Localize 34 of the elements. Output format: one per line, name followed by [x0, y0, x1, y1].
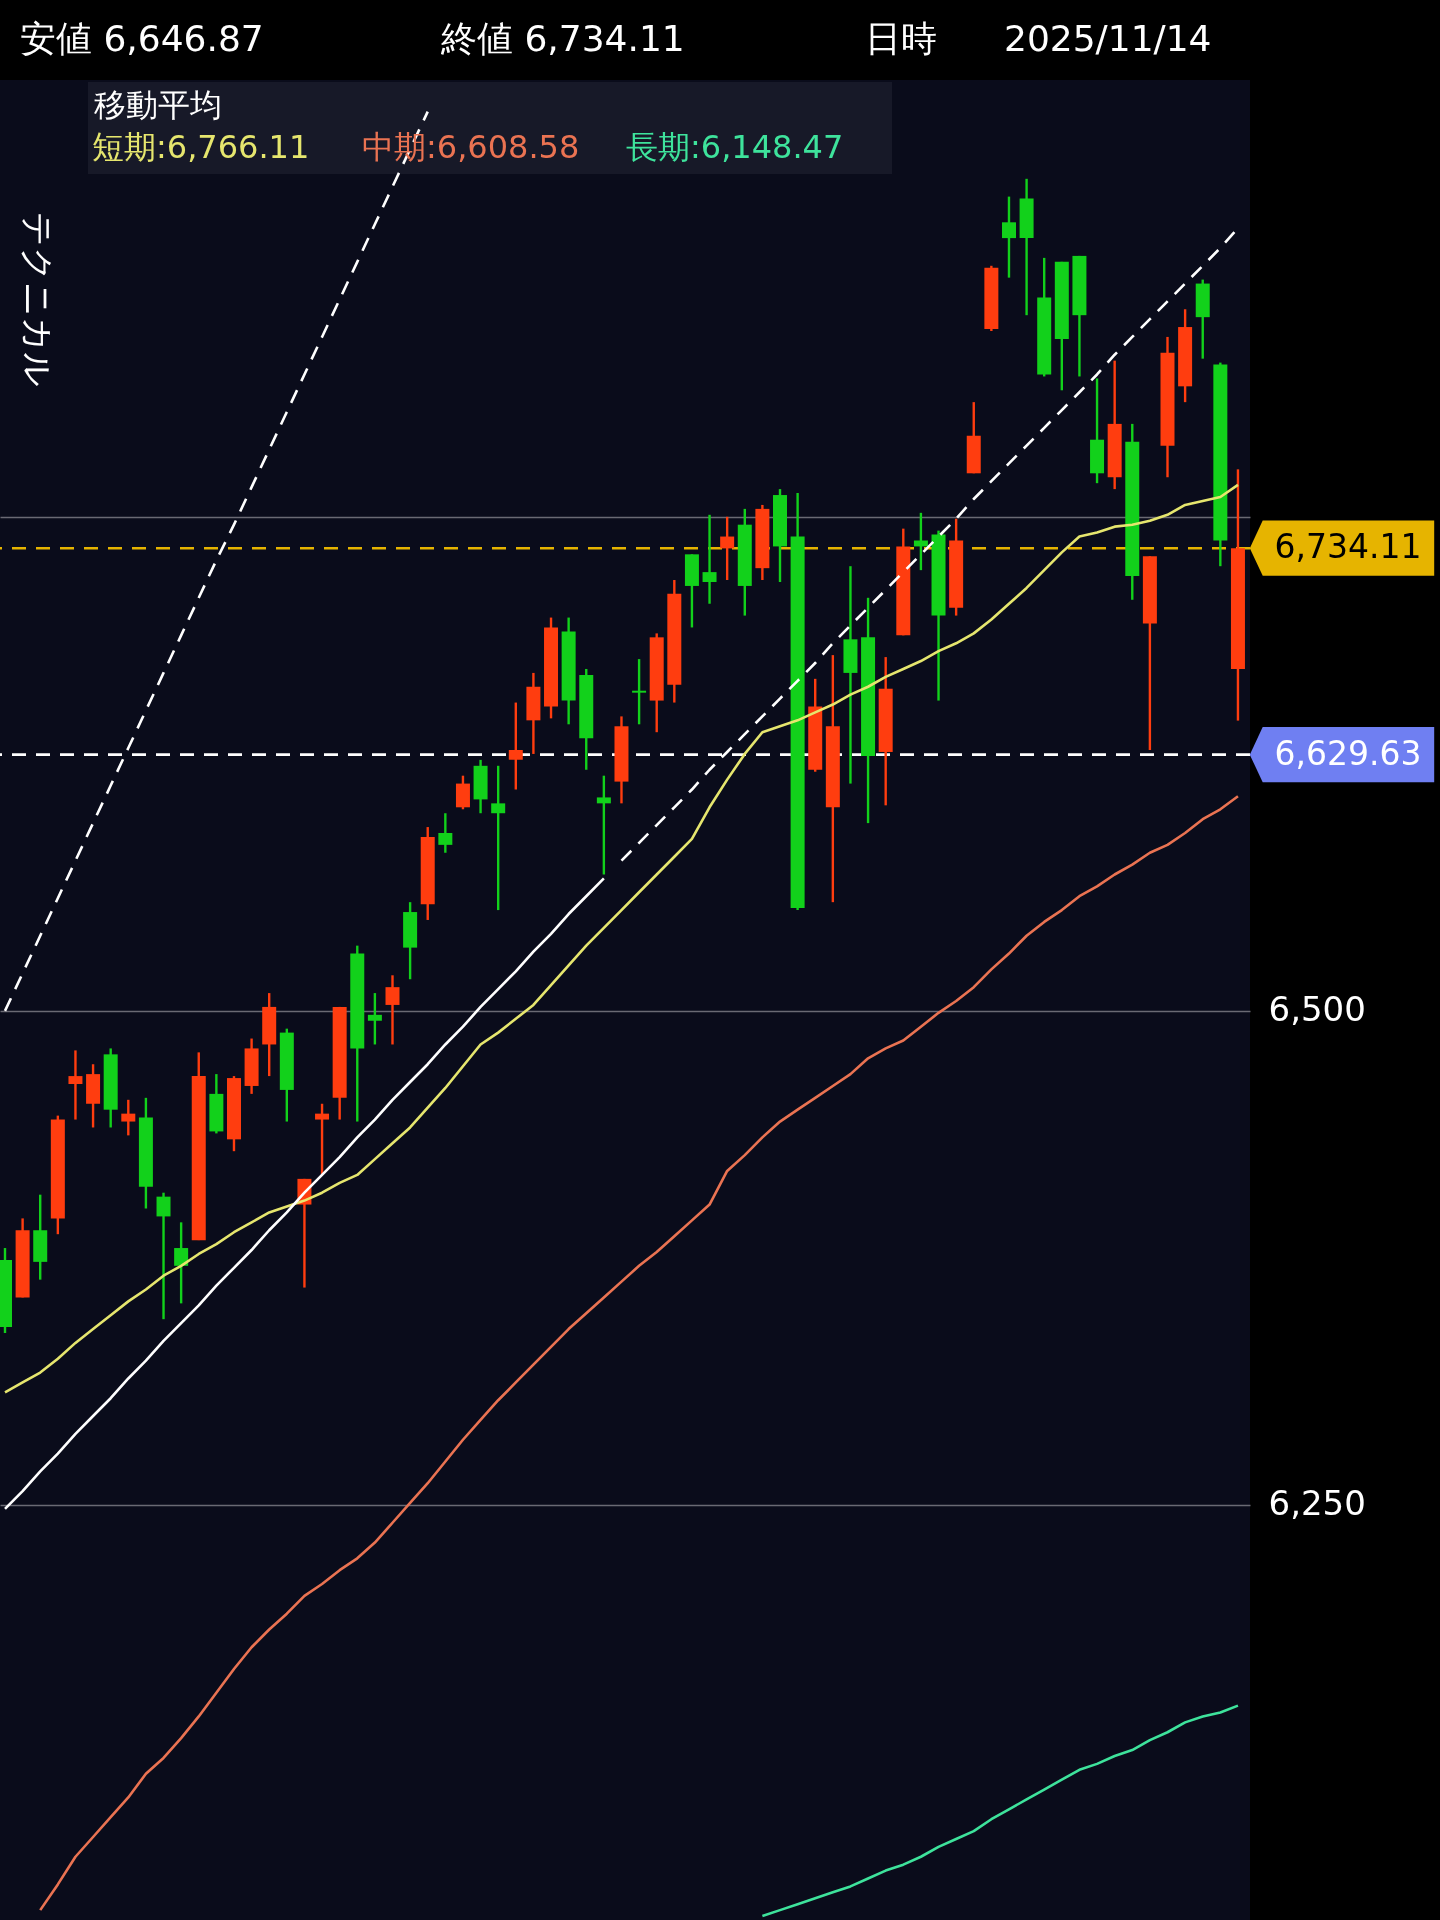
text: 2025/11/14 [1004, 18, 1212, 59]
text: 長期:6,148.47 [626, 128, 844, 166]
candlestick [367, 991, 382, 1046]
candlestick [702, 513, 717, 605]
text: 短期:6,766.11 [92, 128, 310, 166]
text: 安値 6,646.87 [20, 18, 264, 59]
candlestick [596, 774, 611, 876]
legend-title: 移動平均 [94, 86, 222, 124]
candlestick [121, 1098, 136, 1137]
candlestick [385, 974, 400, 1046]
line-series [3, 877, 606, 1511]
ref-line-label: 6,629.63 [1274, 733, 1422, 773]
candlestick [913, 511, 928, 572]
candlestick [632, 657, 647, 726]
candlestick [1001, 195, 1016, 279]
candlestick [491, 764, 506, 912]
line-series [3, 483, 1240, 1394]
line-series [38, 794, 1240, 1912]
candlestick [720, 515, 735, 582]
candlestick [438, 812, 453, 854]
y-tick-label: 6,500 [1268, 989, 1366, 1030]
text: 日時 [865, 18, 937, 59]
candlestick [455, 774, 470, 811]
line-series [761, 1704, 1240, 1918]
text: 終値 6,734.11 [440, 18, 685, 59]
annotation: テクニカル [18, 211, 58, 387]
candlestick [315, 1102, 330, 1177]
candlestick [174, 1221, 189, 1305]
candlestick [156, 1191, 171, 1321]
ref-line-label: 6,734.11 [1274, 527, 1422, 567]
text: 中期:6,608.58 [362, 128, 580, 166]
candlestick [68, 1049, 83, 1121]
y-tick-label: 6,250 [1268, 1483, 1366, 1524]
candlestick [508, 701, 523, 791]
